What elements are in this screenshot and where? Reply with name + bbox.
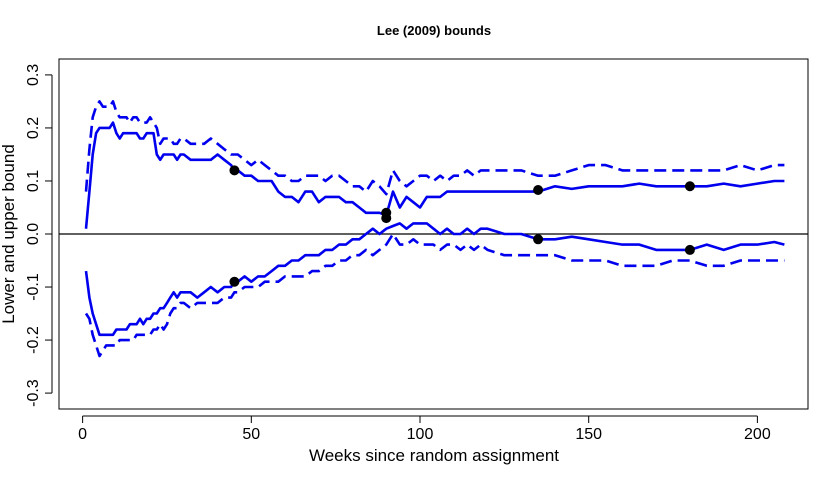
y-tick-label: 0.1 (25, 170, 42, 192)
bound-point (229, 165, 240, 176)
y-tick-label: 0.2 (25, 117, 42, 139)
y-tick-label: -0.2 (25, 326, 42, 354)
x-axis: 0 50 100 150 200 (78, 415, 771, 443)
y-axis: -0.3 -0.2 -0.1 0.0 0.1 0.2 0.3 (25, 64, 53, 407)
x-tick-label: 0 (78, 426, 87, 443)
y-tick-label: 0.3 (25, 64, 42, 86)
x-tick-label: 50 (242, 426, 260, 443)
bound-point (533, 234, 544, 245)
bound-point (684, 244, 695, 255)
bound-point (381, 213, 392, 224)
bound-point (229, 276, 240, 287)
x-tick-label: 150 (575, 426, 602, 443)
series-line-4-dashed (84, 232, 785, 358)
y-tick-label: 0.0 (25, 223, 42, 245)
bound-point (533, 184, 544, 195)
bound-point (684, 181, 695, 192)
y-tick-label: -0.3 (25, 379, 42, 407)
chart-title: Lee (2009) bounds (377, 23, 491, 38)
x-tick-label: 200 (744, 426, 771, 443)
series-line-2-dashed (84, 100, 785, 196)
series-line-1-solid (84, 121, 785, 229)
series-line-3-solid (84, 222, 785, 337)
points-layer (229, 165, 695, 287)
x-axis-label: Weeks since random assignment (309, 446, 559, 465)
x-tick-label: 100 (407, 426, 434, 443)
y-tick-label: -0.1 (25, 273, 42, 301)
y-axis-label: Lower and upper bound (0, 144, 18, 324)
series-layer (84, 100, 785, 358)
